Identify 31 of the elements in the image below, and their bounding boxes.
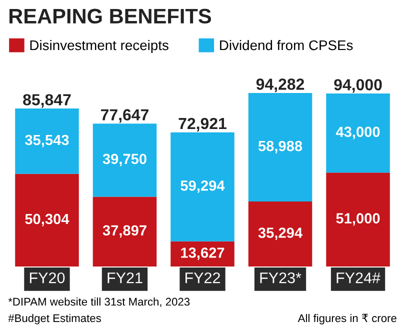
x-tick-label: FY23*	[260, 272, 302, 284]
data-label: 43,000	[336, 126, 380, 140]
data-label: 35,294	[258, 228, 302, 240]
total-label: 94,282	[256, 78, 304, 92]
data-label: 39,750	[102, 154, 146, 166]
bar	[170, 132, 234, 242]
data-label: 51,000	[336, 213, 380, 226]
chart-title: REAPING BENEFITS	[9, 8, 212, 24]
x-tick-label: FY24#	[336, 272, 380, 284]
text: *DIPAM website till 31st March, 2023	[8, 298, 190, 307]
bar	[92, 124, 157, 197]
x-tick-label: FY21	[108, 272, 142, 284]
total-label: 94,000	[334, 79, 382, 93]
data-label: 35,543	[25, 134, 69, 148]
bar	[15, 108, 79, 174]
data-label: 59,294	[180, 180, 225, 193]
text: All figures in ₹ crore	[298, 314, 396, 324]
data-label: 13,627	[181, 248, 224, 260]
data-label: 50,304	[25, 214, 70, 226]
bar	[248, 93, 312, 202]
legend-label: Dividend from CPSEs	[220, 40, 353, 50]
text: #Budget Estimates	[8, 314, 101, 324]
total-label: 77,647	[101, 109, 148, 123]
data-label: 37,897	[102, 225, 146, 238]
legend-label: Disinvestment receipts	[30, 40, 168, 53]
x-tick-label: FY22	[185, 272, 220, 284]
total-label: 72,921	[178, 118, 226, 132]
data-label: 58,988	[258, 140, 302, 154]
x-tick-label: FY20	[30, 272, 65, 284]
total-label: 85,847	[23, 94, 71, 108]
bar	[326, 94, 390, 173]
